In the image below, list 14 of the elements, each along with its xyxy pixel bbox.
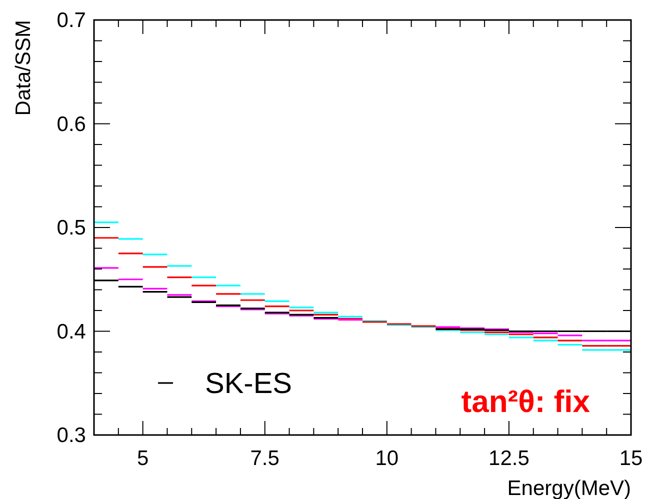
legend-label: SK-ES [205, 368, 292, 400]
y-tick-label: 0.7 [56, 9, 86, 32]
y-tick-label: 0.3 [56, 424, 86, 447]
x-tick-label: 10 [375, 447, 399, 470]
y-tick-label: 0.5 [56, 216, 86, 240]
x-tick-label: 7.5 [250, 447, 280, 470]
y-tick-label: 0.6 [56, 112, 86, 136]
x-axis-title: Energy(MeV) [507, 477, 631, 499]
x-tick-label: 12.5 [488, 447, 530, 470]
x-tick-label: 5 [136, 447, 149, 470]
y-tick-label: 0.4 [56, 320, 86, 344]
annotation: tan²θ: fix [461, 384, 591, 419]
x-tick-label: 15 [619, 447, 643, 470]
y-axis-title: Data/SSM [12, 20, 35, 116]
